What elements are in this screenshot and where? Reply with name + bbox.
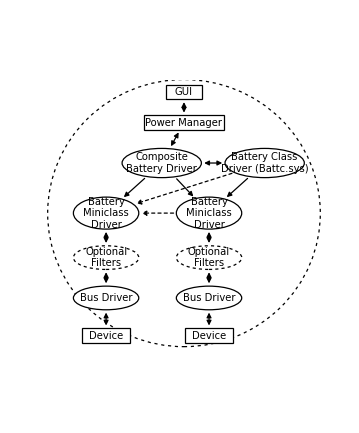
FancyBboxPatch shape bbox=[185, 328, 233, 343]
Text: Bus Driver: Bus Driver bbox=[183, 293, 235, 303]
Text: Power Manager: Power Manager bbox=[145, 118, 223, 128]
Ellipse shape bbox=[225, 149, 304, 178]
FancyBboxPatch shape bbox=[82, 328, 130, 343]
Text: Bus Driver: Bus Driver bbox=[80, 293, 132, 303]
Text: Battery
Miniclass
Driver: Battery Miniclass Driver bbox=[83, 197, 129, 229]
FancyBboxPatch shape bbox=[166, 85, 202, 99]
Text: Battery
Miniclass
Driver: Battery Miniclass Driver bbox=[186, 197, 232, 229]
Text: Battery Class
Driver (Battc.sys): Battery Class Driver (Battc.sys) bbox=[221, 152, 308, 174]
Ellipse shape bbox=[122, 149, 201, 178]
Text: Device: Device bbox=[192, 330, 226, 340]
Ellipse shape bbox=[176, 197, 242, 229]
Text: Optional
Filters: Optional Filters bbox=[188, 247, 230, 268]
Text: Optional
Filters: Optional Filters bbox=[85, 247, 127, 268]
Ellipse shape bbox=[73, 197, 139, 229]
Ellipse shape bbox=[176, 286, 242, 310]
Text: Composite
Battery Driver: Composite Battery Driver bbox=[126, 152, 197, 174]
Ellipse shape bbox=[176, 246, 242, 269]
Ellipse shape bbox=[73, 286, 139, 310]
Text: Device: Device bbox=[89, 330, 123, 340]
Text: GUI: GUI bbox=[175, 87, 193, 97]
Ellipse shape bbox=[73, 246, 139, 269]
FancyBboxPatch shape bbox=[144, 116, 224, 130]
